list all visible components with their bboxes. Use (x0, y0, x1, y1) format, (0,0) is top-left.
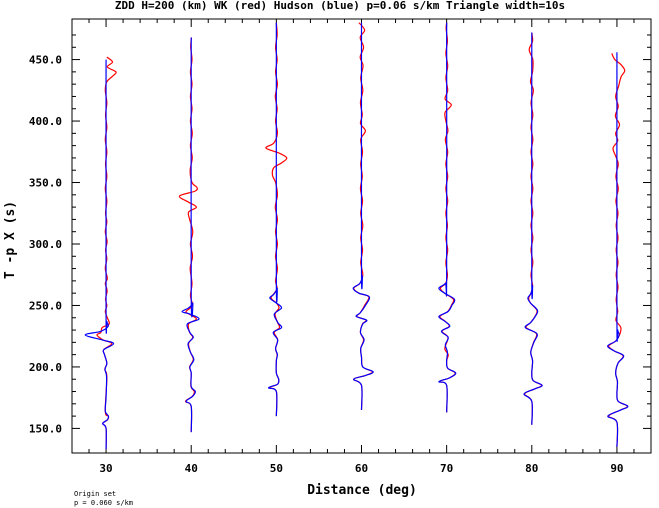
x-tick-label: 70 (440, 462, 453, 475)
footer-origin-note: Origin set (74, 490, 116, 498)
x-axis-label: Distance (deg) (307, 483, 417, 498)
y-tick-label: 150.0 (29, 422, 62, 435)
y-tick-label: 350.0 (29, 177, 62, 190)
hudson-trace-40 (181, 37, 200, 433)
x-tick-label: 30 (99, 462, 112, 475)
x-tick-label: 40 (185, 462, 198, 475)
hudson-trace-90 (606, 52, 629, 447)
plot-frame (71, 18, 652, 454)
x-tick-label: 50 (270, 462, 283, 475)
footer-slowness-note: p = 0.060 s/km (74, 499, 133, 507)
y-tick-label: 200.0 (29, 361, 62, 374)
y-tick-label: 250.0 (29, 299, 62, 312)
hudson-trace-30 (84, 59, 115, 450)
y-tick-label: 450.0 (29, 54, 62, 67)
y-tick-label: 400.0 (29, 115, 62, 128)
x-tick-label: 60 (355, 462, 368, 475)
hudson-trace-50 (267, 22, 283, 417)
chart-title: ZDD H=200 (km) WK (red) Hudson (blue) p=… (115, 0, 565, 12)
y-axis-label: T -p X (s) (3, 201, 18, 279)
x-tick-label: 90 (610, 462, 623, 475)
hudson-trace-70 (438, 22, 457, 413)
y-tick-label: 300.0 (29, 238, 62, 251)
hudson-trace-80 (523, 32, 543, 425)
x-tick-label: 80 (525, 462, 538, 475)
hudson-trace-60 (352, 22, 374, 410)
